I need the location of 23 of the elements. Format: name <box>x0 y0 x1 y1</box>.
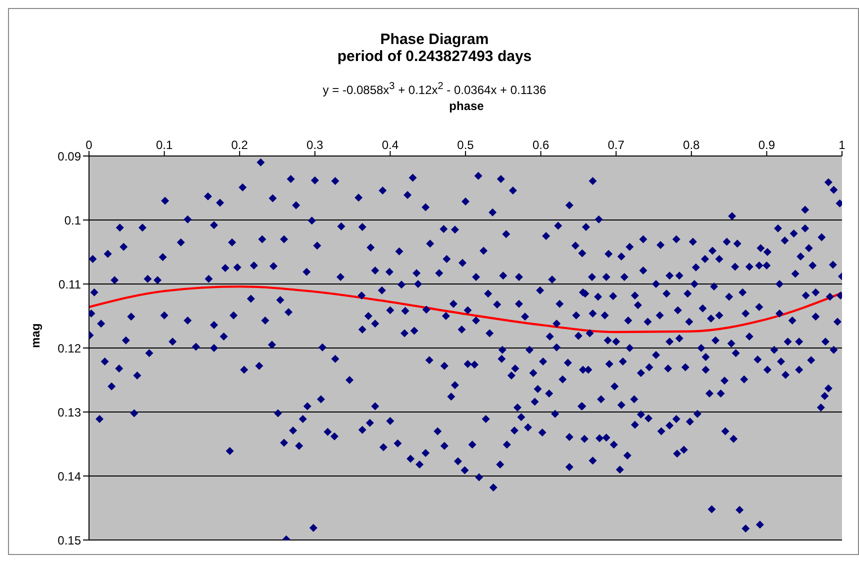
x-tick-label: 0.4 <box>382 138 399 152</box>
x-axis-title: phase <box>448 99 485 113</box>
y-tick-label: 0.09 <box>58 149 82 164</box>
chart-subtitle: period of 0.243827493 days <box>336 48 533 65</box>
chart-title: Phase Diagram <box>379 31 490 48</box>
x-tick-label: 1 <box>838 138 846 152</box>
x-tick-label: 0.6 <box>532 138 550 152</box>
x-tick-label: 0.1 <box>156 138 173 152</box>
y-tick-label: 0.14 <box>58 469 82 484</box>
x-tick-label: 0.9 <box>758 138 776 152</box>
y-tick-label: 0.12 <box>58 341 82 356</box>
x-tick-label: 0.5 <box>457 138 474 152</box>
text: y = -0.0858x$^{3}$ + 0.12x$^{2}$ - 0.0364x + 0.1136 <box>322 81 548 97</box>
x-tick-label: 0.7 <box>608 138 625 152</box>
y-tick-label: 0.11 <box>58 277 82 292</box>
y-tick-label: 0.13 <box>58 405 82 420</box>
x-tick-label: 0.8 <box>683 138 700 152</box>
y-axis-title: mag <box>28 323 42 348</box>
x-tick-label: 0.3 <box>306 138 324 152</box>
x-tick-label: 0.2 <box>231 138 248 152</box>
y-tick-label: 0.15 <box>58 533 82 548</box>
x-tick-label: 0 <box>86 138 93 152</box>
y-tick-label: 0.1 <box>64 213 82 228</box>
